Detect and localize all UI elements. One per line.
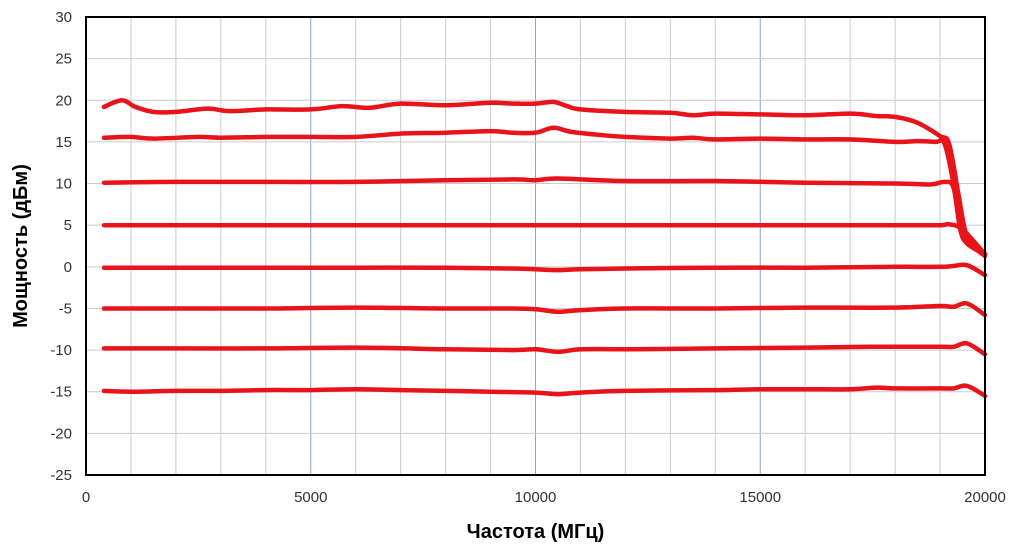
y-tick-label: 15	[55, 134, 72, 151]
plot-area-frame	[85, 16, 986, 476]
x-tick-label: 10000	[515, 489, 557, 506]
series-line	[101, 262, 988, 278]
x-tick-labels: 0 5000 10000 15000 20000	[82, 489, 1006, 506]
y-tick-label: 20	[55, 92, 72, 109]
y-tick-label: -5	[59, 300, 72, 317]
y-tick-label: 5	[64, 217, 72, 234]
series-line	[101, 383, 988, 399]
grid-lines	[85, 16, 986, 476]
x-tick-label: 0	[82, 489, 90, 506]
series-lines	[101, 98, 988, 399]
x-axis-title: Частота (МГц)	[467, 521, 605, 543]
x-tick-label: 5000	[294, 489, 327, 506]
y-tick-label: -20	[50, 425, 72, 442]
y-tick-label: -15	[50, 384, 72, 401]
y-tick-label: -10	[50, 342, 72, 359]
x-tick-label: 20000	[964, 489, 1006, 506]
series-line	[101, 176, 988, 257]
y-tick-label: 10	[55, 176, 72, 193]
y-axis-title: Мощность (дБм)	[10, 164, 32, 328]
x-tick-label: 15000	[739, 489, 781, 506]
y-tick-label: 30	[55, 9, 72, 26]
y-tick-label: 25	[55, 51, 72, 68]
series-line	[101, 340, 988, 357]
series-line	[101, 221, 988, 257]
y-tick-labels: 30 25 20 15 10 5 0 -5 -10 -15 -20 -25	[50, 9, 72, 484]
y-tick-label: 0	[64, 259, 72, 276]
series-line	[101, 125, 988, 259]
series-line	[101, 98, 988, 257]
series-line	[101, 300, 988, 318]
y-tick-label: -25	[50, 467, 72, 484]
